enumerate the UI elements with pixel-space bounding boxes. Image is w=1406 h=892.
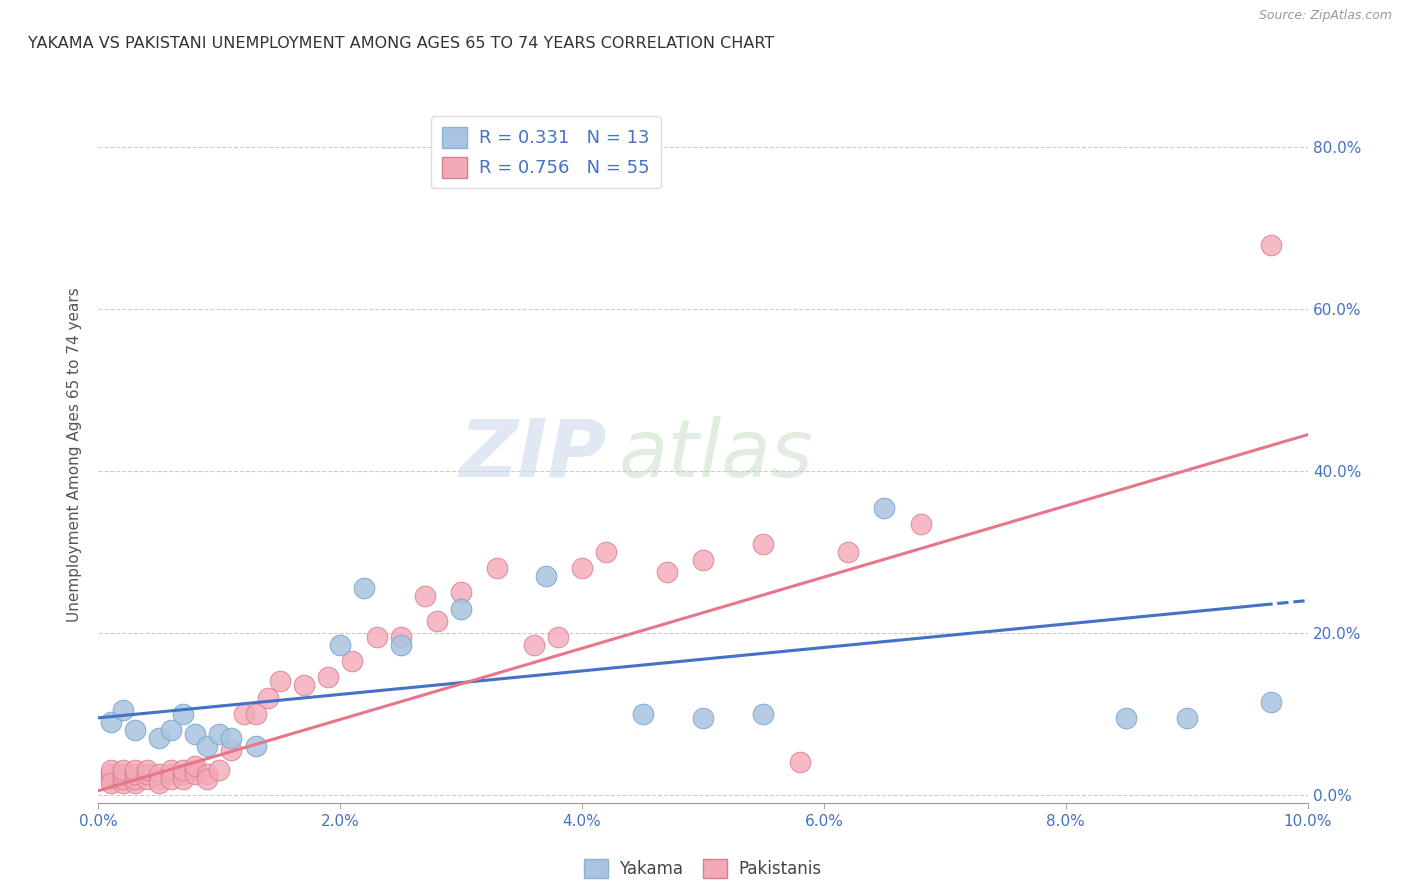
Point bbox=[135, 764, 157, 778]
Point bbox=[595, 545, 617, 559]
Point bbox=[389, 630, 412, 644]
Point bbox=[910, 516, 932, 531]
Point bbox=[389, 638, 412, 652]
Point bbox=[450, 601, 472, 615]
Point bbox=[195, 772, 218, 786]
Point bbox=[655, 566, 678, 580]
Point bbox=[631, 706, 654, 721]
Point bbox=[100, 764, 122, 778]
Point bbox=[111, 772, 134, 786]
Point bbox=[148, 775, 170, 789]
Point bbox=[873, 500, 896, 515]
Point bbox=[221, 743, 243, 757]
Point bbox=[172, 706, 194, 721]
Point bbox=[789, 756, 811, 770]
Legend: Yakama, Pakistanis: Yakama, Pakistanis bbox=[578, 853, 828, 885]
Point bbox=[124, 767, 146, 781]
Point bbox=[292, 678, 315, 692]
Point bbox=[172, 767, 194, 781]
Point bbox=[148, 731, 170, 745]
Point bbox=[100, 714, 122, 729]
Point bbox=[160, 764, 183, 778]
Point bbox=[184, 767, 207, 781]
Point bbox=[195, 767, 218, 781]
Point bbox=[571, 561, 593, 575]
Point bbox=[195, 739, 218, 754]
Point bbox=[1260, 695, 1282, 709]
Point bbox=[1175, 711, 1198, 725]
Point bbox=[148, 767, 170, 781]
Point bbox=[160, 772, 183, 786]
Point bbox=[208, 727, 231, 741]
Point bbox=[100, 775, 122, 789]
Point bbox=[221, 731, 243, 745]
Point bbox=[148, 772, 170, 786]
Y-axis label: Unemployment Among Ages 65 to 74 years: Unemployment Among Ages 65 to 74 years bbox=[67, 287, 83, 623]
Point bbox=[135, 772, 157, 786]
Point bbox=[413, 590, 436, 604]
Point bbox=[547, 630, 569, 644]
Point bbox=[160, 723, 183, 737]
Point bbox=[100, 772, 122, 786]
Point bbox=[124, 775, 146, 789]
Point bbox=[450, 585, 472, 599]
Point bbox=[172, 772, 194, 786]
Text: Source: ZipAtlas.com: Source: ZipAtlas.com bbox=[1258, 9, 1392, 22]
Point bbox=[245, 739, 267, 754]
Point bbox=[366, 630, 388, 644]
Text: atlas: atlas bbox=[619, 416, 813, 494]
Point bbox=[232, 706, 254, 721]
Point bbox=[752, 706, 775, 721]
Point bbox=[172, 764, 194, 778]
Point bbox=[184, 759, 207, 773]
Point bbox=[837, 545, 859, 559]
Point bbox=[111, 764, 134, 778]
Point bbox=[486, 561, 509, 575]
Point bbox=[100, 767, 122, 781]
Point bbox=[160, 767, 183, 781]
Point bbox=[692, 711, 714, 725]
Point bbox=[184, 727, 207, 741]
Point bbox=[245, 706, 267, 721]
Point bbox=[124, 772, 146, 786]
Point bbox=[256, 690, 278, 705]
Point bbox=[111, 767, 134, 781]
Point bbox=[111, 703, 134, 717]
Point bbox=[184, 764, 207, 778]
Point bbox=[534, 569, 557, 583]
Text: ZIP: ZIP bbox=[458, 416, 606, 494]
Point bbox=[135, 767, 157, 781]
Point bbox=[316, 670, 339, 684]
Text: YAKAMA VS PAKISTANI UNEMPLOYMENT AMONG AGES 65 TO 74 YEARS CORRELATION CHART: YAKAMA VS PAKISTANI UNEMPLOYMENT AMONG A… bbox=[28, 36, 775, 51]
Point bbox=[353, 582, 375, 596]
Point bbox=[124, 723, 146, 737]
Point bbox=[208, 764, 231, 778]
Point bbox=[523, 638, 546, 652]
Point bbox=[269, 674, 291, 689]
Point bbox=[1260, 237, 1282, 252]
Point bbox=[752, 537, 775, 551]
Point bbox=[111, 775, 134, 789]
Point bbox=[692, 553, 714, 567]
Point bbox=[329, 638, 352, 652]
Point bbox=[1115, 711, 1137, 725]
Point bbox=[426, 614, 449, 628]
Point bbox=[342, 654, 364, 668]
Point bbox=[124, 764, 146, 778]
